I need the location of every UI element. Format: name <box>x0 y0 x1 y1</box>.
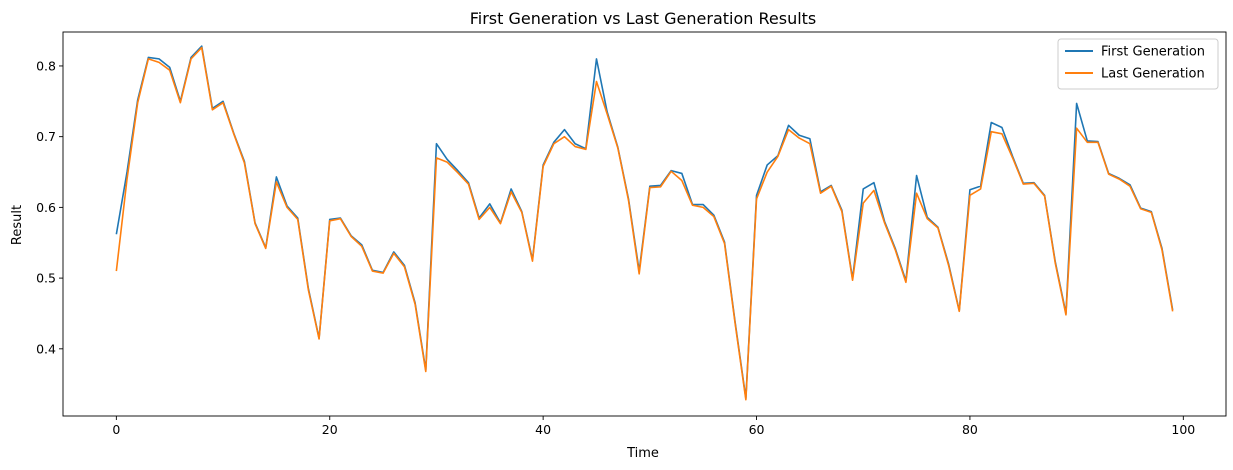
x-tick-label: 20 <box>322 422 338 437</box>
legend-box <box>1057 38 1219 90</box>
x-tick-label: 80 <box>962 422 978 437</box>
legend-label-last-generation: Last Generation <box>1101 67 1205 82</box>
y-axis: 0.4 0.5 0.6 0.7 0.8 <box>36 58 63 356</box>
series-layer <box>115 45 1174 401</box>
x-axis-label: Time <box>626 446 659 461</box>
x-axis: 0 20 40 60 80 100 <box>112 416 1195 437</box>
x-tick-label: 60 <box>749 422 765 437</box>
chart-title: First Generation vs Last Generation Resu… <box>470 9 817 28</box>
x-tick-label: 100 <box>1171 422 1195 437</box>
x-tick-label: 0 <box>112 422 120 437</box>
legend-label-first-generation: First Generation <box>1101 45 1205 60</box>
y-tick-label: 0.6 <box>36 200 56 215</box>
plot-area-frame <box>62 31 1227 417</box>
y-tick-label: 0.8 <box>36 58 56 73</box>
y-tick-label: 0.7 <box>36 129 56 144</box>
y-tick-label: 0.5 <box>36 271 56 286</box>
legend: First Generation Last Generation <box>1057 38 1219 90</box>
x-tick-label: 40 <box>535 422 551 437</box>
series-line-last-generation <box>115 46 1174 401</box>
y-axis-label: Result <box>10 205 25 245</box>
y-tick-label: 0.4 <box>36 341 56 356</box>
